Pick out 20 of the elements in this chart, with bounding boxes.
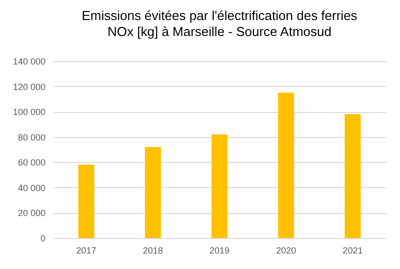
y-tick-label: 140 000 bbox=[12, 56, 46, 66]
y-tick-label: 0 bbox=[40, 234, 46, 244]
y-tick-label: 120 000 bbox=[12, 82, 46, 92]
bar bbox=[278, 92, 294, 238]
y-tick-label: 40 000 bbox=[18, 182, 46, 193]
bar bbox=[78, 164, 94, 238]
x-tick-label: 2017 bbox=[76, 246, 96, 256]
bar bbox=[344, 114, 361, 238]
x-tick-label: 2018 bbox=[142, 246, 163, 256]
y-tick-label: 100 000 bbox=[12, 107, 46, 118]
y-tick-label: 80 000 bbox=[18, 132, 46, 142]
y-tick-label: 60 000 bbox=[18, 158, 46, 168]
bar bbox=[212, 134, 228, 238]
chart-subtitle: NOx [kg] à Marseille - Source Atmosud bbox=[108, 24, 332, 39]
x-tick-label: 2020 bbox=[276, 246, 296, 256]
chart-title: Emissions évitées par l'électrification des ferries bbox=[82, 8, 358, 23]
x-tick-label: 2021 bbox=[342, 246, 363, 256]
y-tick-label: 20 000 bbox=[18, 208, 46, 218]
x-tick-label: 2019 bbox=[209, 246, 230, 256]
bar bbox=[144, 146, 161, 238]
